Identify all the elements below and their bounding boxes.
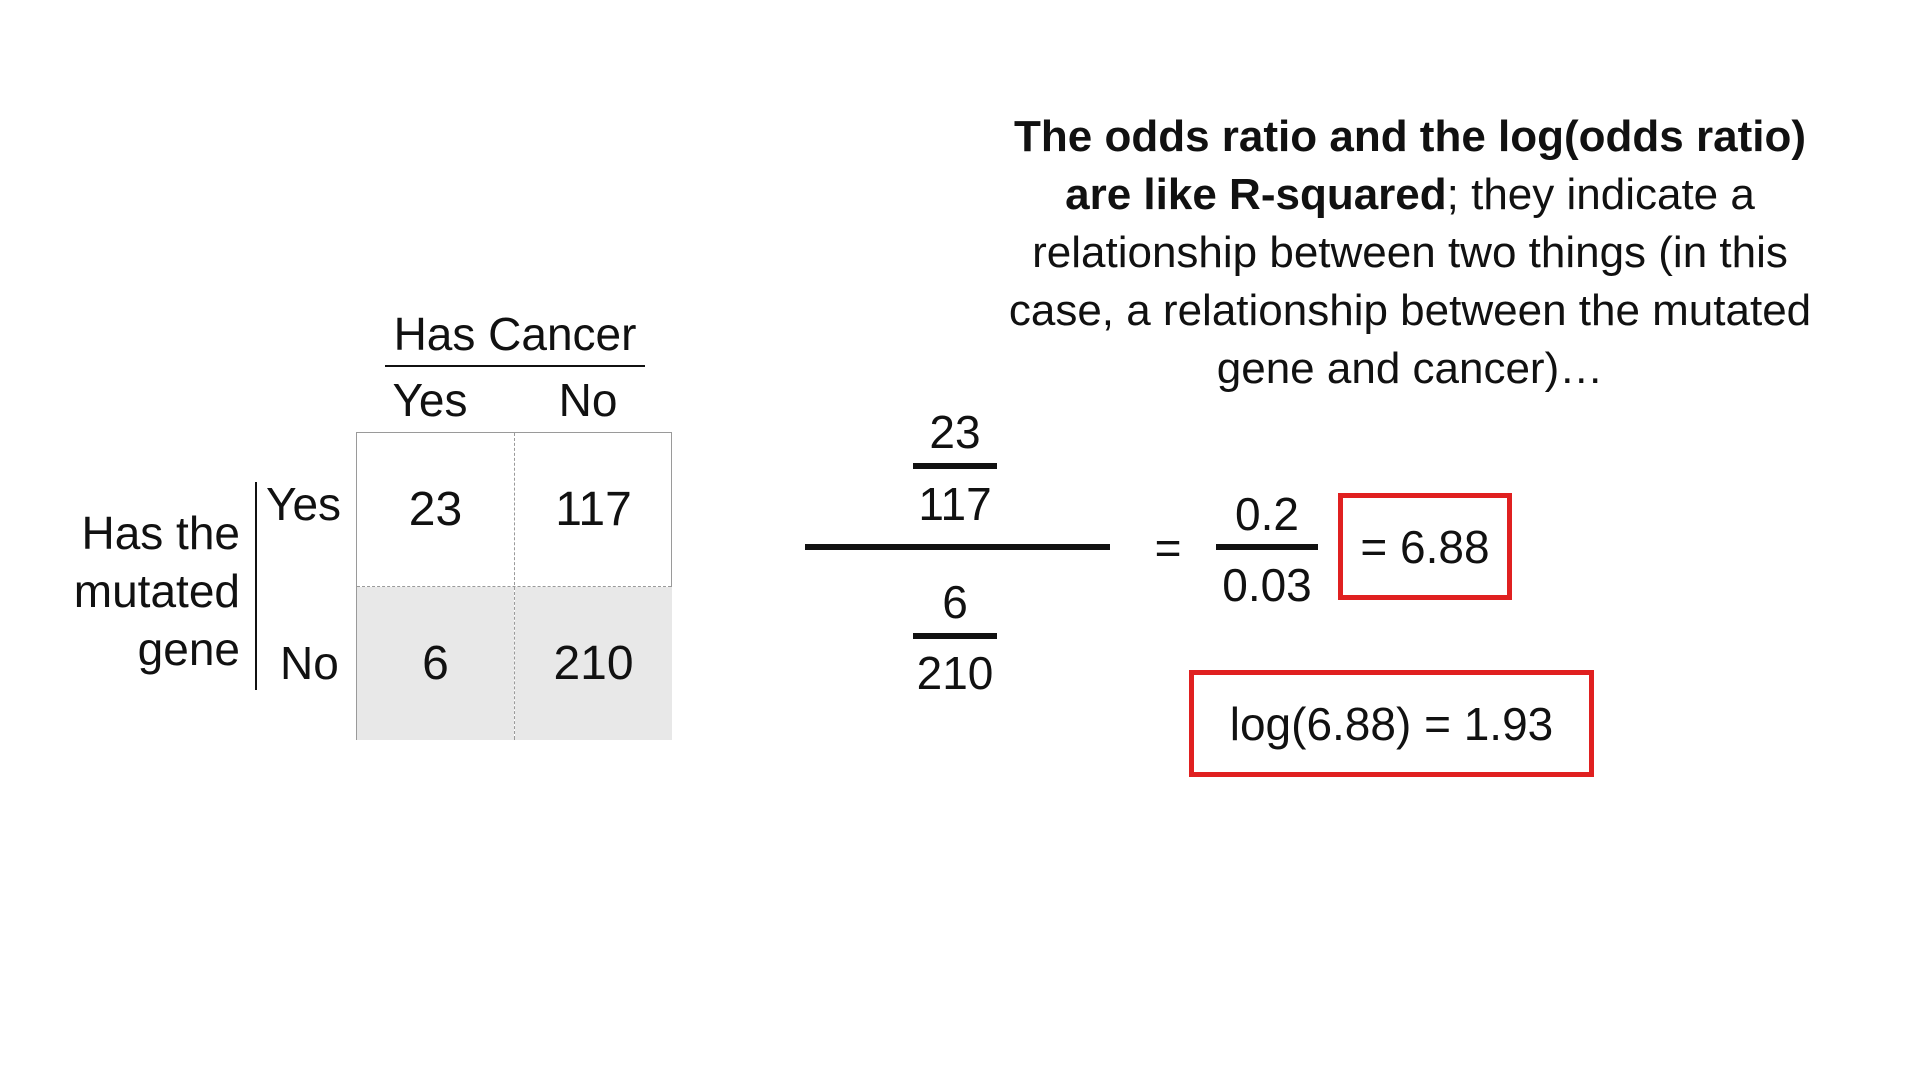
bottom-fraction-bar xyxy=(913,633,997,639)
cell-yes-yes: 23 xyxy=(408,483,463,536)
explanation-line-3: relationship between two things (in this xyxy=(1032,228,1788,277)
cell-no-no: 210 xyxy=(515,587,672,740)
equals-sign: = xyxy=(1154,522,1182,574)
column-label-yes: Yes xyxy=(392,374,468,426)
simplified-numerator: 0.2 xyxy=(1235,488,1299,540)
bottom-denominator: 210 xyxy=(916,647,994,699)
explanation-line-1: The odds ratio and the log(odds ratio) xyxy=(1014,112,1806,161)
column-header-underline xyxy=(385,365,645,367)
row-label-yes: Yes xyxy=(266,478,342,530)
row-group-label-mutated-gene: Has the mutated gene xyxy=(73,507,240,675)
explanation-line-5: gene and cancer)… xyxy=(1216,344,1604,393)
explanation-line-4: case, a relationship between the mutated xyxy=(1008,286,1812,335)
top-fraction-bar xyxy=(913,463,997,469)
explanation-line-2: are like R-squared; they indicate a xyxy=(1065,170,1755,219)
odds-ratio-result-box: = 6.88 xyxy=(1338,493,1512,600)
log-odds-ratio-result-box: log(6.88) = 1.93 xyxy=(1189,670,1594,777)
row-group-bracket xyxy=(255,482,257,690)
column-header-has-cancer: Has Cancer xyxy=(393,308,637,360)
main-fraction-bar xyxy=(805,544,1110,550)
top-numerator: 23 xyxy=(929,406,981,458)
simplified-fraction-bar xyxy=(1216,544,1318,550)
row-label-no: No xyxy=(280,637,339,689)
simplified-denominator: 0.03 xyxy=(1222,559,1312,611)
explanation-text: The odds ratio and the log(odds ratio) a… xyxy=(950,108,1870,398)
cell-no-yes: 6 xyxy=(357,587,514,740)
top-denominator: 117 xyxy=(918,478,992,530)
cell-yes-no: 117 xyxy=(555,483,632,536)
contingency-table: 23 117 6 210 xyxy=(356,432,672,740)
bottom-numerator: 6 xyxy=(942,576,968,628)
column-label-no: No xyxy=(558,374,618,426)
table-horizontal-divider xyxy=(357,586,671,587)
